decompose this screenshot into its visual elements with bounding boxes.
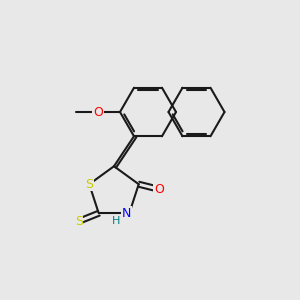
Text: N: N (122, 207, 131, 220)
Text: O: O (154, 183, 164, 196)
Text: O: O (93, 106, 103, 118)
Text: H: H (112, 216, 121, 226)
Text: S: S (75, 215, 83, 228)
Text: S: S (85, 178, 93, 191)
